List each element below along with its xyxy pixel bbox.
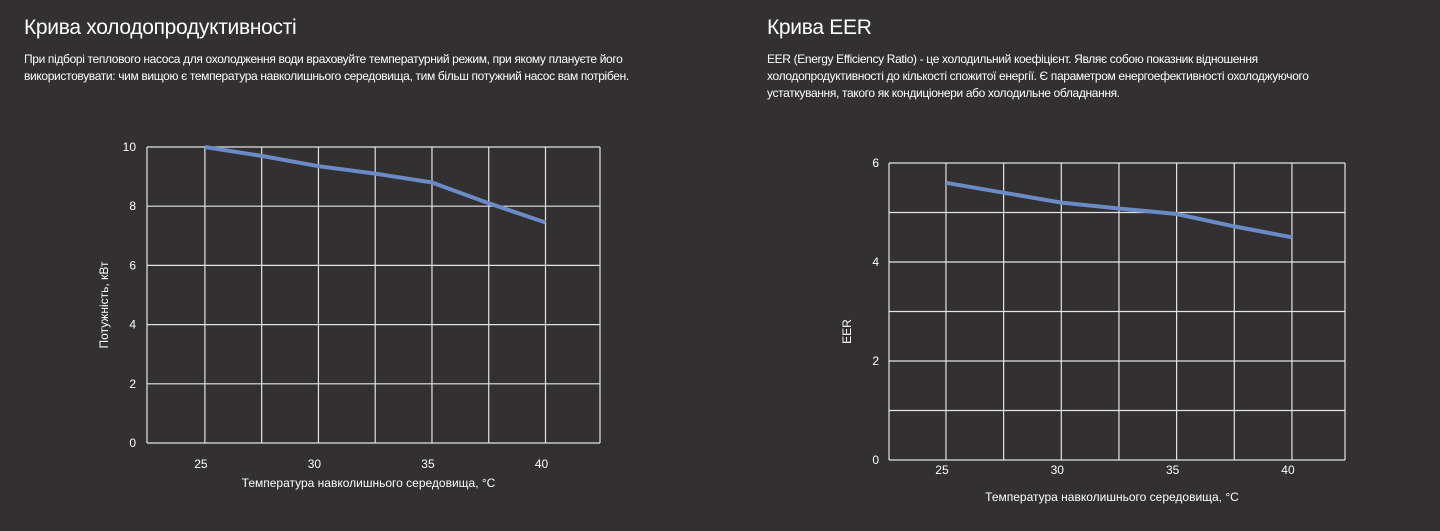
- x-tick-label: 40: [535, 457, 549, 471]
- x-tick-label: 40: [1281, 463, 1295, 477]
- y-axis-title: EER: [840, 319, 854, 344]
- x-tick-label: 35: [421, 457, 435, 471]
- section-title-cooling-capacity: Крива холодопродуктивності: [24, 16, 297, 39]
- y-tick-label: 8: [129, 199, 136, 213]
- x-tick-label: 25: [194, 457, 208, 471]
- x-tick-label: 30: [308, 457, 322, 471]
- x-axis-title: Температура навколишнього середовища, °C: [985, 490, 1239, 504]
- y-axis-title: Потужність, кВт: [97, 261, 111, 348]
- description-line: При підборі теплового насоса для охолодж…: [24, 52, 623, 66]
- series-line: [945, 180, 1293, 240]
- y-tick-label: 0: [872, 453, 879, 467]
- y-tick-label: 4: [872, 255, 879, 269]
- description-line: холодопродуктивності до кількості спожит…: [767, 69, 1309, 83]
- x-tick-label: 25: [935, 463, 949, 477]
- y-tick-label: 4: [129, 318, 136, 332]
- y-tick-label: 2: [872, 354, 879, 368]
- y-tick-label: 6: [872, 156, 879, 170]
- description-line: устаткування, такого як кондиціонери або…: [767, 86, 1120, 100]
- y-tick-label: 0: [129, 436, 136, 450]
- section-description-cooling-capacity: При підборі теплового насоса для охолодж…: [24, 51, 629, 85]
- y-tick-label: 2: [129, 377, 136, 391]
- section-description-eer: EER (Energy Efficiency Ratio) - це холод…: [767, 51, 1309, 102]
- section-title-eer: Крива EER: [767, 16, 872, 39]
- x-tick-label: 35: [1166, 463, 1180, 477]
- x-axis-title: Температура навколишнього середовища, °C: [242, 476, 496, 490]
- y-tick-label: 10: [123, 140, 137, 154]
- x-tick-label: 30: [1051, 463, 1065, 477]
- description-line: використовувати: чим вищою є температура…: [24, 69, 629, 83]
- series-line: [204, 145, 547, 225]
- y-tick-label: 6: [129, 258, 136, 272]
- description-line: EER (Energy Efficiency Ratio) - це холод…: [767, 52, 1258, 66]
